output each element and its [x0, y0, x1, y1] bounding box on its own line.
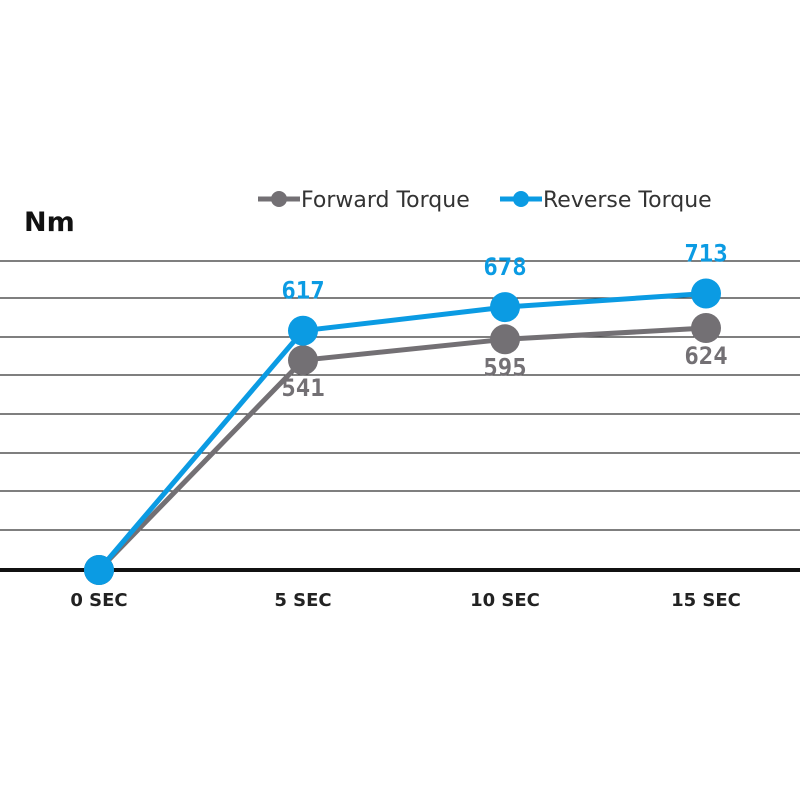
series-line-reverse-torque [97, 291, 707, 572]
legend-label-reverse: Reverse Torque [543, 188, 712, 213]
point-forward-torque-3 [691, 313, 721, 343]
legend-item-forward: Forward Torque [258, 188, 470, 213]
series-line-forward-torque [97, 325, 707, 572]
y-axis-label: Nm [24, 207, 75, 238]
data-label-reverse-torque-2: 678 [483, 253, 526, 281]
data-label-reverse-torque-3: 713 [684, 240, 727, 268]
data-label-forward-torque-1: 541 [281, 374, 324, 402]
grid-lines [0, 260, 800, 531]
data-label-forward-torque-2: 595 [483, 353, 526, 381]
point-forward-torque-1 [288, 345, 318, 376]
legend-swatch-dot-forward [271, 191, 287, 207]
point-forward-torque-2 [490, 324, 520, 355]
data-labels: 541 595 624 617 678 713 [281, 240, 727, 403]
point-reverse-torque-0 [84, 555, 114, 585]
x-tick-label-1: 5 SEC [274, 590, 331, 611]
x-tick-label-2: 10 SEC [470, 590, 540, 611]
point-reverse-torque-2 [490, 292, 520, 323]
legend: Forward Torque Reverse Torque [258, 188, 712, 213]
series-lines [97, 291, 707, 572]
data-label-forward-torque-3: 624 [684, 342, 727, 370]
x-tick-label-0: 0 SEC [70, 590, 127, 611]
x-tick-labels: 0 SEC 5 SEC 10 SEC 15 SEC [70, 590, 741, 611]
x-tick-label-3: 15 SEC [671, 590, 741, 611]
data-label-reverse-torque-1: 617 [281, 277, 324, 305]
legend-swatch-dot-reverse [513, 191, 529, 207]
point-reverse-torque-1 [288, 315, 318, 346]
legend-item-reverse: Reverse Torque [500, 188, 712, 213]
legend-label-forward: Forward Torque [301, 188, 470, 213]
point-reverse-torque-3 [691, 278, 721, 309]
data-points [84, 278, 721, 585]
